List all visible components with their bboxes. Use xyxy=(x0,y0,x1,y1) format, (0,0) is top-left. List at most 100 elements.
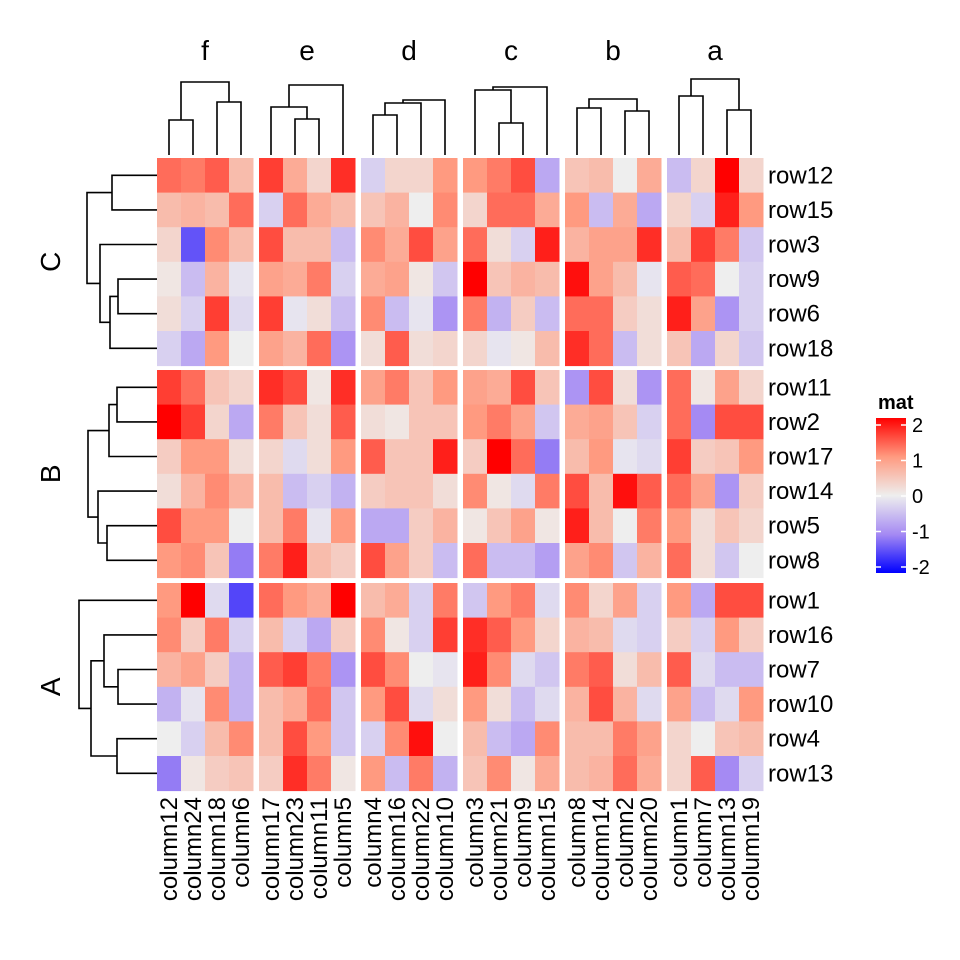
heatmap-cell xyxy=(361,370,386,406)
heatmap-cell xyxy=(535,543,560,579)
heatmap-cell xyxy=(433,439,458,475)
heatmap-cell xyxy=(307,158,332,194)
heatmap-cell xyxy=(283,296,308,332)
dendrogram-branch xyxy=(270,106,308,155)
heatmap-cell xyxy=(259,617,284,653)
heatmap-cell xyxy=(637,227,662,263)
heatmap-cell xyxy=(487,331,512,367)
heatmap-cell xyxy=(691,296,716,332)
column-label: column23 xyxy=(282,797,309,901)
heatmap-cell xyxy=(589,158,614,194)
column-slice-title: a xyxy=(707,35,723,66)
heatmap-cell xyxy=(433,686,458,722)
heatmap-cell xyxy=(589,227,614,263)
heatmap-cell xyxy=(331,652,356,688)
dendrogram-branch xyxy=(690,78,740,110)
heatmap-cell xyxy=(283,331,308,367)
dendrogram-branch xyxy=(492,86,548,155)
heatmap-cell xyxy=(181,617,206,653)
heatmap-cell xyxy=(361,331,386,367)
dendrogram-branch xyxy=(678,95,704,155)
heatmap-cell xyxy=(739,227,764,263)
dendrogram-branch xyxy=(103,634,157,688)
heatmap-cell xyxy=(205,617,230,653)
heatmap-cell xyxy=(181,473,206,509)
heatmap-cell xyxy=(259,296,284,332)
heatmap-cell xyxy=(589,543,614,579)
heatmap-cell xyxy=(283,652,308,688)
heatmap-cell xyxy=(361,158,386,194)
legend-tick-label: 0 xyxy=(912,486,923,508)
heatmap-cell xyxy=(361,227,386,263)
heatmap-cell xyxy=(463,296,488,332)
heatmap-cell xyxy=(181,652,206,688)
heatmap-cell xyxy=(331,227,356,263)
row-label: row1 xyxy=(768,587,820,614)
heatmap-cell xyxy=(307,652,332,688)
heatmap-cell xyxy=(535,617,560,653)
heatmap-cell xyxy=(691,721,716,757)
heatmap-cell xyxy=(229,686,254,722)
heatmap-cell xyxy=(361,508,386,544)
heatmap-cell xyxy=(433,652,458,688)
heatmap-cell xyxy=(409,652,434,688)
heatmap-cell xyxy=(739,296,764,332)
heatmap-cell xyxy=(613,158,638,194)
heatmap-cell xyxy=(691,473,716,509)
row-slice-title: A xyxy=(35,677,66,696)
heatmap-cell xyxy=(667,756,692,792)
heatmap-cell xyxy=(307,331,332,367)
heatmap-cell xyxy=(667,296,692,332)
heatmap-cell xyxy=(283,158,308,194)
heatmap-cell xyxy=(667,543,692,579)
heatmap-cell xyxy=(181,756,206,792)
heatmap-cell xyxy=(229,331,254,367)
heatmap-cell xyxy=(229,721,254,757)
heatmap-cell xyxy=(181,331,206,367)
heatmap-cell xyxy=(259,721,284,757)
heatmap-cell xyxy=(433,370,458,406)
column-slice-title: e xyxy=(299,35,315,66)
row-label: row18 xyxy=(768,335,833,362)
heatmap-cell xyxy=(307,543,332,579)
heatmap-cell xyxy=(667,617,692,653)
heatmap-cell xyxy=(691,158,716,194)
heatmap-cell xyxy=(589,261,614,297)
dendrogram-branch xyxy=(402,99,446,155)
heatmap-cell xyxy=(385,404,410,440)
heatmap-cell xyxy=(565,439,590,475)
dendrogram-branch xyxy=(726,109,752,155)
heatmap-cell xyxy=(613,227,638,263)
heatmap-cell xyxy=(331,617,356,653)
heatmap-cell xyxy=(331,192,356,228)
heatmap-cell xyxy=(739,721,764,757)
heatmap-cell xyxy=(181,583,206,619)
heatmap-cell xyxy=(229,296,254,332)
heatmap-cell xyxy=(385,261,410,297)
heatmap-cell xyxy=(229,192,254,228)
row-dendrograms xyxy=(78,174,157,775)
heatmap-cell xyxy=(463,404,488,440)
dendrogram-branch xyxy=(116,386,157,423)
heatmap-cell xyxy=(259,583,284,619)
heatmap-cell xyxy=(487,192,512,228)
heatmap-cell xyxy=(667,370,692,406)
row-label: row15 xyxy=(768,197,833,224)
heatmap-cell xyxy=(307,370,332,406)
heatmap-cell xyxy=(715,652,740,688)
dendrogram-branch xyxy=(109,295,157,350)
heatmap-cell xyxy=(613,508,638,544)
heatmap-cell xyxy=(589,508,614,544)
heatmap-cell xyxy=(259,543,284,579)
heatmap-cell xyxy=(463,439,488,475)
heatmap-cell xyxy=(565,331,590,367)
heatmap-cell xyxy=(409,721,434,757)
heatmap-cell xyxy=(385,652,410,688)
heatmap-cell xyxy=(433,473,458,509)
heatmap-cell xyxy=(259,508,284,544)
heatmap-cell xyxy=(511,296,536,332)
heatmap-cell xyxy=(715,370,740,406)
heatmap-cell xyxy=(385,721,410,757)
heatmap-cell xyxy=(613,404,638,440)
